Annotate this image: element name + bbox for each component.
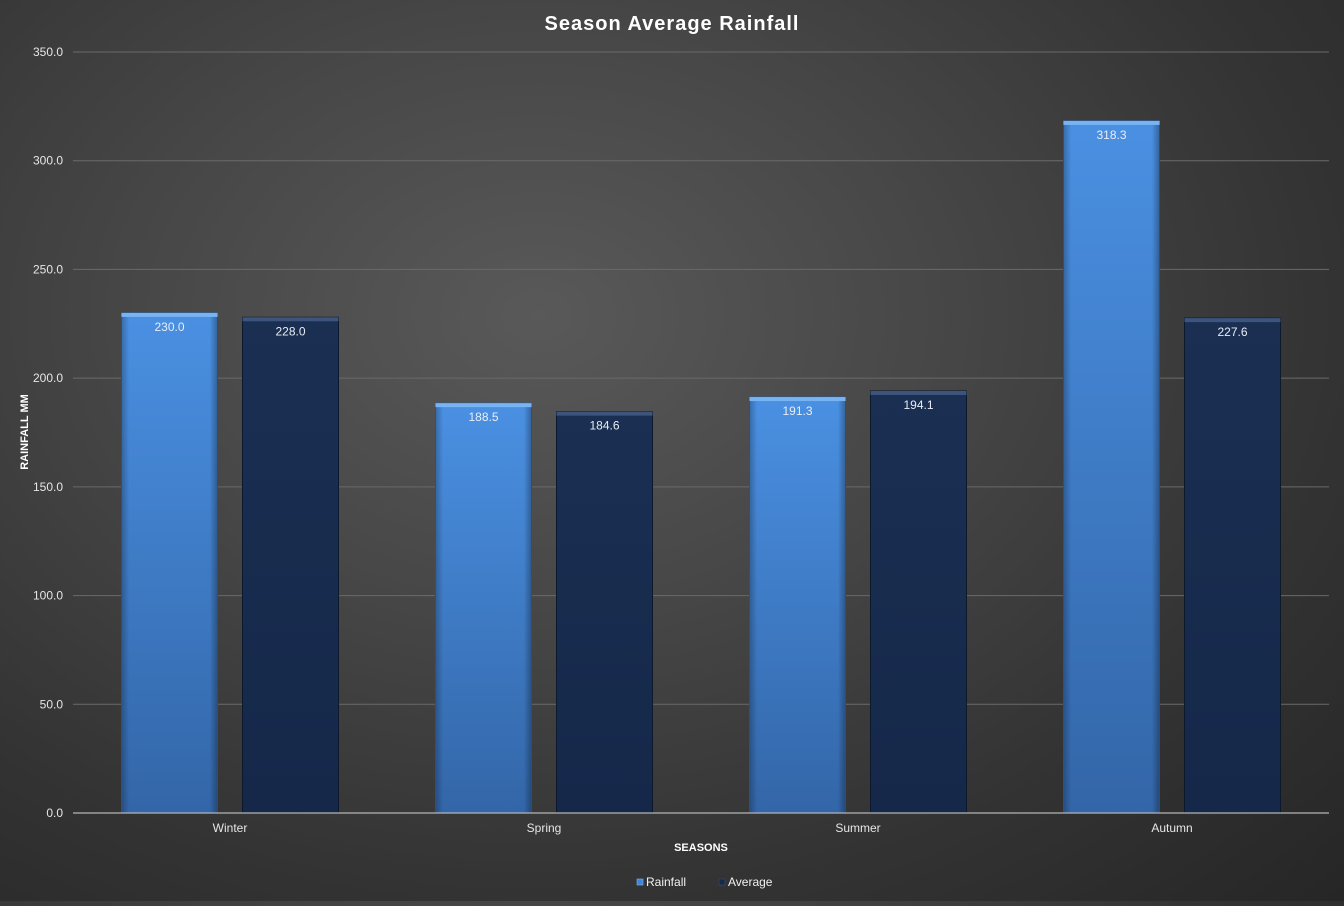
bar-top-bevel xyxy=(1184,318,1281,323)
legend-swatch-average xyxy=(718,878,726,886)
x-axis-ticks: Winter Spring Summer Autumn xyxy=(213,821,1193,835)
bars xyxy=(121,120,1281,814)
y-tick-label: 0.0 xyxy=(46,806,63,820)
y-axis-ticks: 0.0 50.0 100.0 150.0 200.0 250.0 300.0 350.0 xyxy=(33,45,63,820)
bar-average-spring xyxy=(556,411,653,814)
y-tick-label: 150.0 xyxy=(33,480,63,494)
y-tick-label: 350.0 xyxy=(33,45,63,59)
bar-shading xyxy=(435,403,532,813)
bar-top-bevel xyxy=(121,312,218,317)
bar-top-bevel xyxy=(435,403,532,408)
legend-label-rainfall: Rainfall xyxy=(646,875,686,889)
bar-top-bevel xyxy=(870,390,967,395)
data-label-average-spring: 184.6 xyxy=(589,419,619,433)
chart-title: Season Average Rainfall xyxy=(545,13,800,35)
data-labels: 230.0 228.0 188.5 184.6 191.3 194.1 318.3 227.6 xyxy=(154,128,1247,433)
x-axis-title: SEASONS xyxy=(674,842,728,854)
legend: Rainfall Average xyxy=(636,875,773,889)
x-tick-label: Summer xyxy=(835,821,880,835)
y-tick-label: 100.0 xyxy=(33,589,63,603)
x-tick-label: Autumn xyxy=(1151,821,1192,835)
data-label-rainfall-summer: 191.3 xyxy=(782,404,812,418)
bar-top-bevel xyxy=(242,317,339,322)
data-label-rainfall-spring: 188.5 xyxy=(468,410,498,424)
bar-shading xyxy=(121,312,218,813)
y-tick-label: 50.0 xyxy=(40,697,64,711)
data-label-average-winter: 228.0 xyxy=(275,324,305,338)
bar-average-winter xyxy=(242,316,339,814)
legend-swatch-rainfall xyxy=(636,878,644,886)
bar-average-autumn xyxy=(1184,317,1281,814)
data-label-rainfall-autumn: 318.3 xyxy=(1096,128,1126,142)
data-label-average-summer: 194.1 xyxy=(903,398,933,412)
legend-label-average: Average xyxy=(728,875,773,889)
bar-top-bevel xyxy=(1063,120,1160,125)
x-tick-label: Spring xyxy=(527,821,562,835)
y-tick-label: 200.0 xyxy=(33,371,63,385)
bar-top-bevel xyxy=(556,411,653,416)
x-tick-label: Winter xyxy=(213,821,248,835)
y-tick-label: 250.0 xyxy=(33,262,63,276)
bar-top-bevel xyxy=(749,397,846,402)
y-tick-label: 300.0 xyxy=(33,154,63,168)
data-label-rainfall-winter: 230.0 xyxy=(154,320,184,334)
y-axis-title: RAINFALL MM xyxy=(19,394,31,470)
bar-shading xyxy=(1063,120,1160,813)
data-label-average-autumn: 227.6 xyxy=(1217,325,1247,339)
bar-shading xyxy=(749,397,846,813)
bar-average-summer xyxy=(870,390,967,814)
